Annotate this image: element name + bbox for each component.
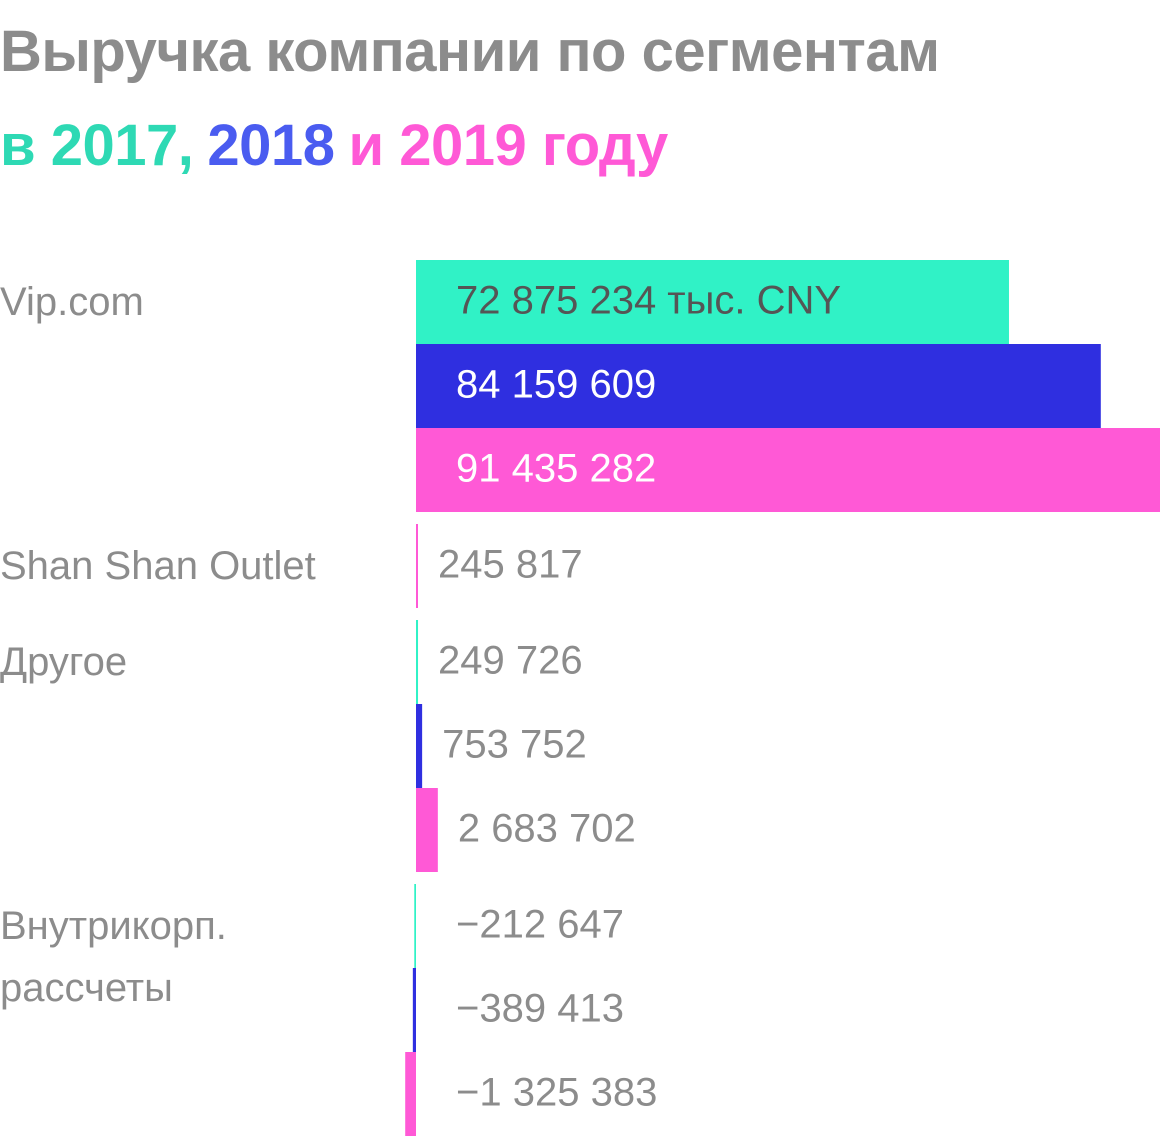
bar	[416, 428, 1160, 512]
value-label: 2 683 702	[458, 807, 636, 851]
subtitle-part: в 2017,	[0, 113, 194, 178]
value-label: −389 413	[456, 987, 624, 1031]
category-label: Vip.com	[0, 280, 144, 324]
bar	[405, 1052, 416, 1136]
value-label: 249 726	[438, 639, 583, 683]
value-label: −1 325 383	[456, 1071, 657, 1115]
bar	[416, 788, 438, 872]
value-label: 84 159 609	[456, 363, 656, 407]
value-label: 72 875 234 тыс. CNY	[456, 279, 841, 323]
chart-subtitle: в 2017, 2018 и 2019 году	[0, 112, 682, 179]
bar	[416, 524, 419, 608]
bar	[412, 968, 416, 1052]
value-label: 91 435 282	[456, 447, 656, 491]
chart-title: Выручка компании по сегментам	[0, 19, 940, 84]
value-label: −212 647	[456, 903, 624, 947]
category-label: Другое	[0, 640, 128, 684]
subtitle-part: 2018	[207, 113, 335, 178]
bar	[416, 344, 1101, 428]
bar	[414, 884, 416, 968]
bar	[416, 620, 419, 704]
value-label: 245 817	[438, 543, 583, 587]
bar	[416, 260, 1009, 344]
category-label: Shan Shan Outlet	[0, 544, 316, 588]
value-label: 753 752	[442, 723, 587, 767]
subtitle-part: и 2019 году	[348, 113, 668, 178]
category-label: Внутрикорп. рассчеты	[0, 904, 227, 1010]
bar	[416, 704, 423, 788]
